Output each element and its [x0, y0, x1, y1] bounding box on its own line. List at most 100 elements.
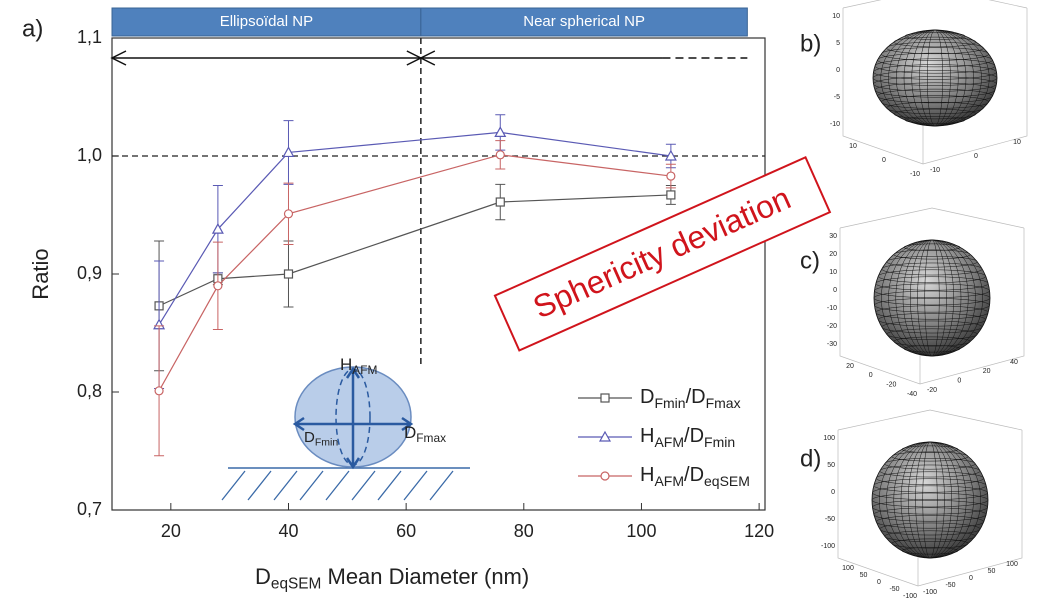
marker [494, 126, 507, 137]
x-tick-label: 80 [514, 521, 534, 541]
text-part: D [640, 386, 654, 408]
x-tick-label: 100 [842, 565, 854, 572]
z-tick-label: 100 [823, 435, 835, 442]
panel-label: b) [800, 30, 821, 57]
dimension-arrows [292, 366, 414, 470]
parallel [874, 283, 990, 298]
legend-label: DFmin/DFmax [640, 386, 741, 410]
hatch [325, 470, 350, 501]
hatch [403, 470, 428, 501]
parallel [884, 530, 976, 542]
y-tick-label: 0 [957, 378, 961, 385]
parallel [875, 305, 989, 320]
z-tick-label: 5 [836, 40, 840, 47]
x-tick-label: 0 [869, 372, 873, 379]
hatch [377, 470, 402, 501]
parallel [874, 82, 996, 98]
y-tick-label: -100 [923, 589, 937, 596]
subscript: eqSEM [271, 576, 321, 593]
annotation-text: Sphericity deviation [528, 180, 796, 326]
parallel [901, 547, 959, 555]
parallel [874, 58, 996, 74]
y-tick-label: 0 [969, 575, 973, 582]
panel-label: c) [800, 247, 820, 274]
text-part: Mean Diameter (nm) [321, 564, 529, 589]
parallel [886, 41, 984, 55]
x-axis-label: DeqSEM Mean Diameter (nm) [255, 564, 529, 593]
subscript: Fmin [704, 434, 735, 450]
subscript: Fmin [654, 395, 685, 411]
parallel [884, 458, 976, 470]
parallel [893, 249, 971, 260]
parallel [904, 32, 966, 40]
marker [495, 150, 505, 160]
panel-label: a) [22, 15, 43, 42]
hatch [429, 470, 454, 501]
subscript: AFM [654, 434, 684, 450]
y-tick-label: 20 [983, 368, 991, 375]
y-tick-label: 0,9 [77, 263, 102, 283]
parallel [873, 64, 997, 80]
region-label: Near spherical NP [523, 13, 645, 30]
region-banner [111, 7, 422, 37]
z-tick-label: 30 [829, 233, 837, 240]
parallel [877, 313, 987, 327]
subscript: Fmax [706, 395, 741, 411]
x-tick-label: -40 [907, 391, 917, 398]
y-tick-label: 1,1 [77, 27, 102, 47]
marker [283, 269, 294, 279]
marker [666, 190, 676, 200]
z-tick-label: 0 [836, 67, 840, 74]
parallel [891, 451, 969, 462]
parallel [893, 336, 971, 347]
text-part: H [340, 355, 352, 374]
y-tick-label: -50 [945, 582, 955, 589]
x-tick-label: -100 [903, 593, 917, 598]
sphere [872, 29, 998, 127]
parallel [903, 345, 961, 353]
y-axis-label: Ratio [28, 248, 53, 299]
z-tick-label: 20 [829, 251, 837, 258]
subscript: Fmin [315, 436, 338, 448]
subscript: Fmax [416, 431, 446, 445]
z-tick-label: -5 [834, 94, 840, 101]
z-tick-label: -10 [830, 121, 840, 128]
panel-label: d) [800, 445, 821, 472]
text-part: D [255, 564, 271, 589]
meridian [880, 29, 990, 127]
region-label: Ellipsoïdal NP [220, 13, 313, 30]
marker [600, 393, 610, 403]
parallel [871, 492, 989, 508]
z-tick-label: -30 [827, 341, 837, 348]
meridian [879, 441, 981, 559]
y-tick-label: 0,8 [77, 381, 102, 401]
x-tick-label: 120 [744, 521, 774, 541]
sphere [873, 239, 991, 357]
parallel [881, 262, 983, 276]
text-part: /D [684, 425, 704, 447]
sphere [871, 441, 989, 559]
marker [600, 471, 610, 481]
parallel [893, 36, 977, 48]
y-tick-label: 1,0 [77, 145, 102, 165]
y-tick-label: 10 [1013, 139, 1021, 146]
y-tick-label: -20 [927, 387, 937, 394]
annotation: Sphericity deviation [493, 156, 832, 352]
z-tick-label: -20 [827, 323, 837, 330]
hatch [221, 470, 246, 501]
text-part: D [404, 423, 416, 442]
marker [282, 146, 295, 158]
text-part: /D [684, 464, 704, 486]
marker [283, 209, 294, 219]
z-tick-label: -100 [821, 543, 835, 550]
parallel [875, 471, 985, 485]
inset-label: HAFM [340, 355, 377, 377]
parallel [886, 328, 978, 340]
x-tick-label: -50 [889, 586, 899, 593]
parallel [873, 478, 987, 493]
x-tick-label: 40 [278, 521, 298, 541]
hatch [273, 470, 298, 501]
z-tick-label: 50 [827, 462, 835, 469]
parallel [881, 320, 983, 334]
